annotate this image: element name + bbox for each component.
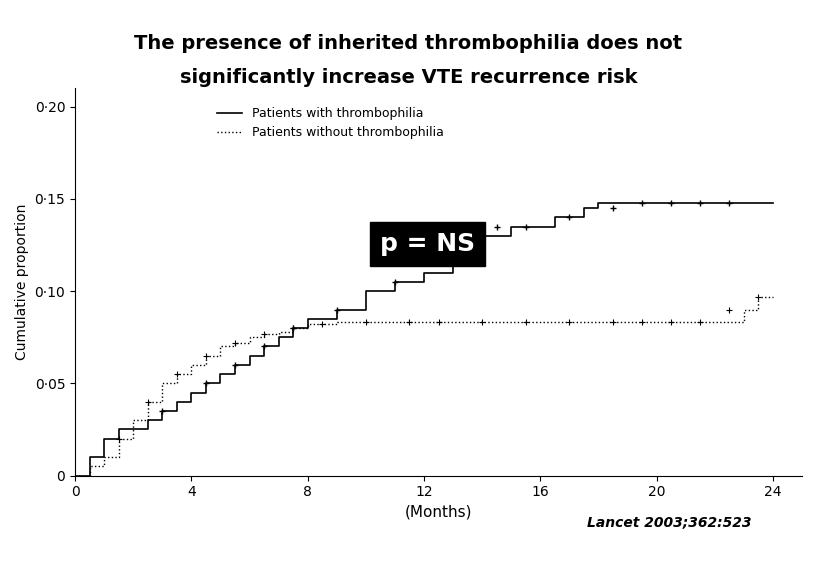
Patients without thrombophilia [114,454,123,461]
Text: The presence of inherited thrombophilia does not: The presence of inherited thrombophilia … [135,34,682,53]
Patients with thrombophilia [449,251,458,258]
Patients without thrombophilia [768,293,778,300]
Patients without thrombophilia [274,328,283,335]
Patients without thrombophilia [710,319,720,326]
Patients with thrombophilia [768,199,778,206]
Y-axis label: Cumulative proportion: Cumulative proportion [15,204,29,360]
Patients without thrombophilia [593,319,603,326]
Patients with thrombophilia [274,343,283,350]
Patients with thrombophilia [70,472,80,479]
X-axis label: (Months): (Months) [404,505,472,520]
Patients with thrombophilia [143,426,153,433]
Text: Lancet 2003;362:523: Lancet 2003;362:523 [587,515,752,529]
Patients with thrombophilia [449,269,458,276]
Line: Patients with thrombophilia: Patients with thrombophilia [75,203,773,476]
Patients without thrombophilia [186,361,196,368]
Line: Patients without thrombophilia: Patients without thrombophilia [75,297,773,476]
Patients with thrombophilia [361,288,371,294]
Patients without thrombophilia [216,343,225,350]
Patients without thrombophilia [753,293,763,300]
Patients without thrombophilia [70,472,80,479]
Patients with thrombophilia [593,199,603,206]
Legend: Patients with thrombophilia, Patients without thrombophilia: Patients with thrombophilia, Patients wi… [212,102,449,145]
Text: p = NS: p = NS [381,231,475,256]
Patients with thrombophilia [303,315,313,322]
Text: significantly increase VTE recurrence risk: significantly increase VTE recurrence ri… [180,68,637,87]
